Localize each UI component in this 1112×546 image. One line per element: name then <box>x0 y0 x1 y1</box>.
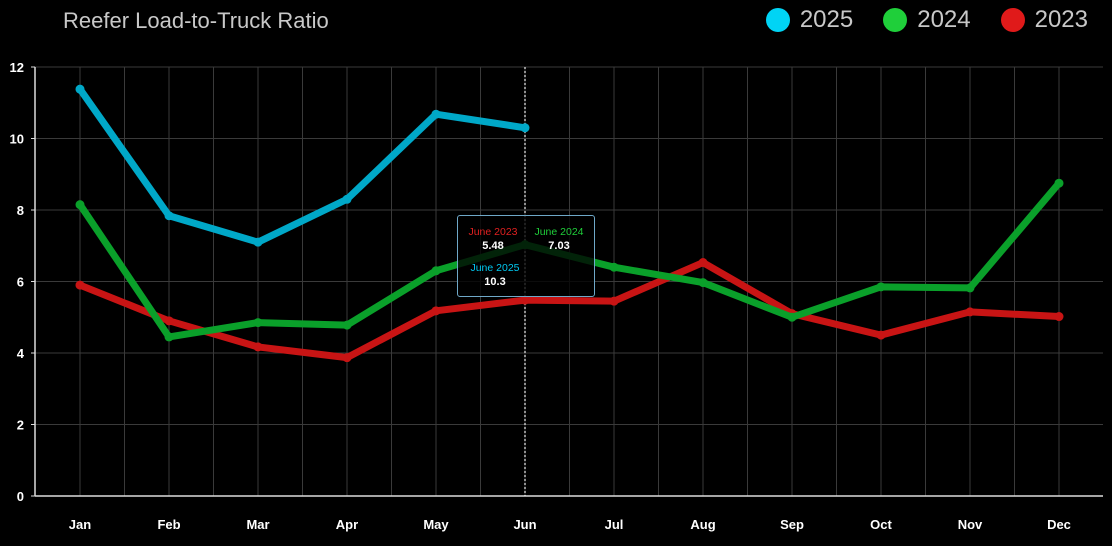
legend: 2025 2024 2023 <box>765 6 1088 34</box>
y-tick-label: 8 <box>17 203 24 218</box>
data-point-2024 <box>75 200 85 210</box>
legend-label-2024: 2024 <box>917 6 971 33</box>
data-point-2023 <box>1054 312 1064 322</box>
legend-item-2025[interactable]: 2025 <box>765 6 854 34</box>
data-point-2023 <box>520 295 530 305</box>
hover-tooltip: June 2023 5.48 June 2024 7.03 June 2025 … <box>457 215 595 297</box>
tooltip-value-2024: 7.03 <box>548 240 570 252</box>
data-point-2024 <box>609 262 619 272</box>
data-point-2024 <box>164 332 174 342</box>
legend-label-2023: 2023 <box>1034 6 1088 33</box>
tooltip-label-2024: June 2024 <box>534 226 584 238</box>
x-tick-label: Apr <box>336 517 358 532</box>
x-tick-label: May <box>423 517 449 532</box>
legend-swatch-2024 <box>883 8 908 32</box>
data-point-2024 <box>876 282 886 292</box>
x-tick-label: Oct <box>870 517 892 532</box>
data-point-2023 <box>164 316 174 326</box>
legend-swatch-2023 <box>1000 8 1025 32</box>
data-point-2024 <box>342 320 352 330</box>
data-point-2025 <box>342 194 352 204</box>
y-tick-label: 6 <box>17 275 24 290</box>
chart-title: Reefer Load-to-Truck Ratio <box>63 8 329 33</box>
tooltip-label-2023: June 2023 <box>468 226 518 238</box>
tooltip-entry-2024: June 2024 7.03 <box>524 226 594 252</box>
y-tick-label: 2 <box>17 418 24 433</box>
x-tick-label: Aug <box>690 517 715 532</box>
series-line-2023 <box>76 259 1063 362</box>
series-line-2025 <box>76 85 529 246</box>
x-tick-label: Jun <box>513 517 536 532</box>
data-point-2023 <box>342 353 352 363</box>
x-tick-label: Nov <box>958 517 983 532</box>
y-tick-label: 10 <box>10 132 24 147</box>
x-tick-label: Jan <box>69 517 91 532</box>
data-point-2023 <box>253 342 263 352</box>
x-tick-label: Dec <box>1047 517 1071 532</box>
data-point-2025 <box>520 123 530 133</box>
data-point-2023 <box>75 280 85 290</box>
data-point-2024 <box>965 283 975 293</box>
data-point-2025 <box>164 211 174 221</box>
data-point-2024 <box>431 266 441 276</box>
tooltip-label-2025: June 2025 <box>470 262 520 274</box>
data-point-2023 <box>609 296 619 306</box>
y-tick-label: 0 <box>17 489 24 504</box>
legend-item-2023[interactable]: 2023 <box>1000 6 1088 34</box>
tooltip-value-2023: 5.48 <box>482 240 504 252</box>
legend-swatch-2025 <box>765 8 790 32</box>
data-point-2024 <box>1054 178 1064 188</box>
data-point-2023 <box>965 307 975 317</box>
data-point-2024 <box>253 318 263 328</box>
data-point-2023 <box>698 258 708 268</box>
data-point-2024 <box>698 278 708 288</box>
x-tick-label: Sep <box>780 517 804 532</box>
tooltip-entry-2025: June 2025 10.3 <box>460 262 530 288</box>
legend-item-2024[interactable]: 2024 <box>883 6 971 34</box>
data-point-2025 <box>75 84 85 94</box>
data-point-2025 <box>431 109 441 119</box>
x-tick-label: Feb <box>157 517 180 532</box>
tooltip-value-2025: 10.3 <box>484 276 506 288</box>
y-tick-label: 4 <box>17 346 25 361</box>
data-point-2025 <box>253 237 263 247</box>
legend-label-2025: 2025 <box>799 6 854 33</box>
data-point-2023 <box>431 306 441 316</box>
tooltip-entry-2023: June 2023 5.48 <box>458 226 528 252</box>
x-tick-label: Jul <box>605 517 624 532</box>
data-point-2023 <box>876 330 886 340</box>
x-tick-label: Mar <box>246 517 269 532</box>
data-point-2024 <box>787 312 797 322</box>
y-tick-label: 12 <box>10 60 24 75</box>
